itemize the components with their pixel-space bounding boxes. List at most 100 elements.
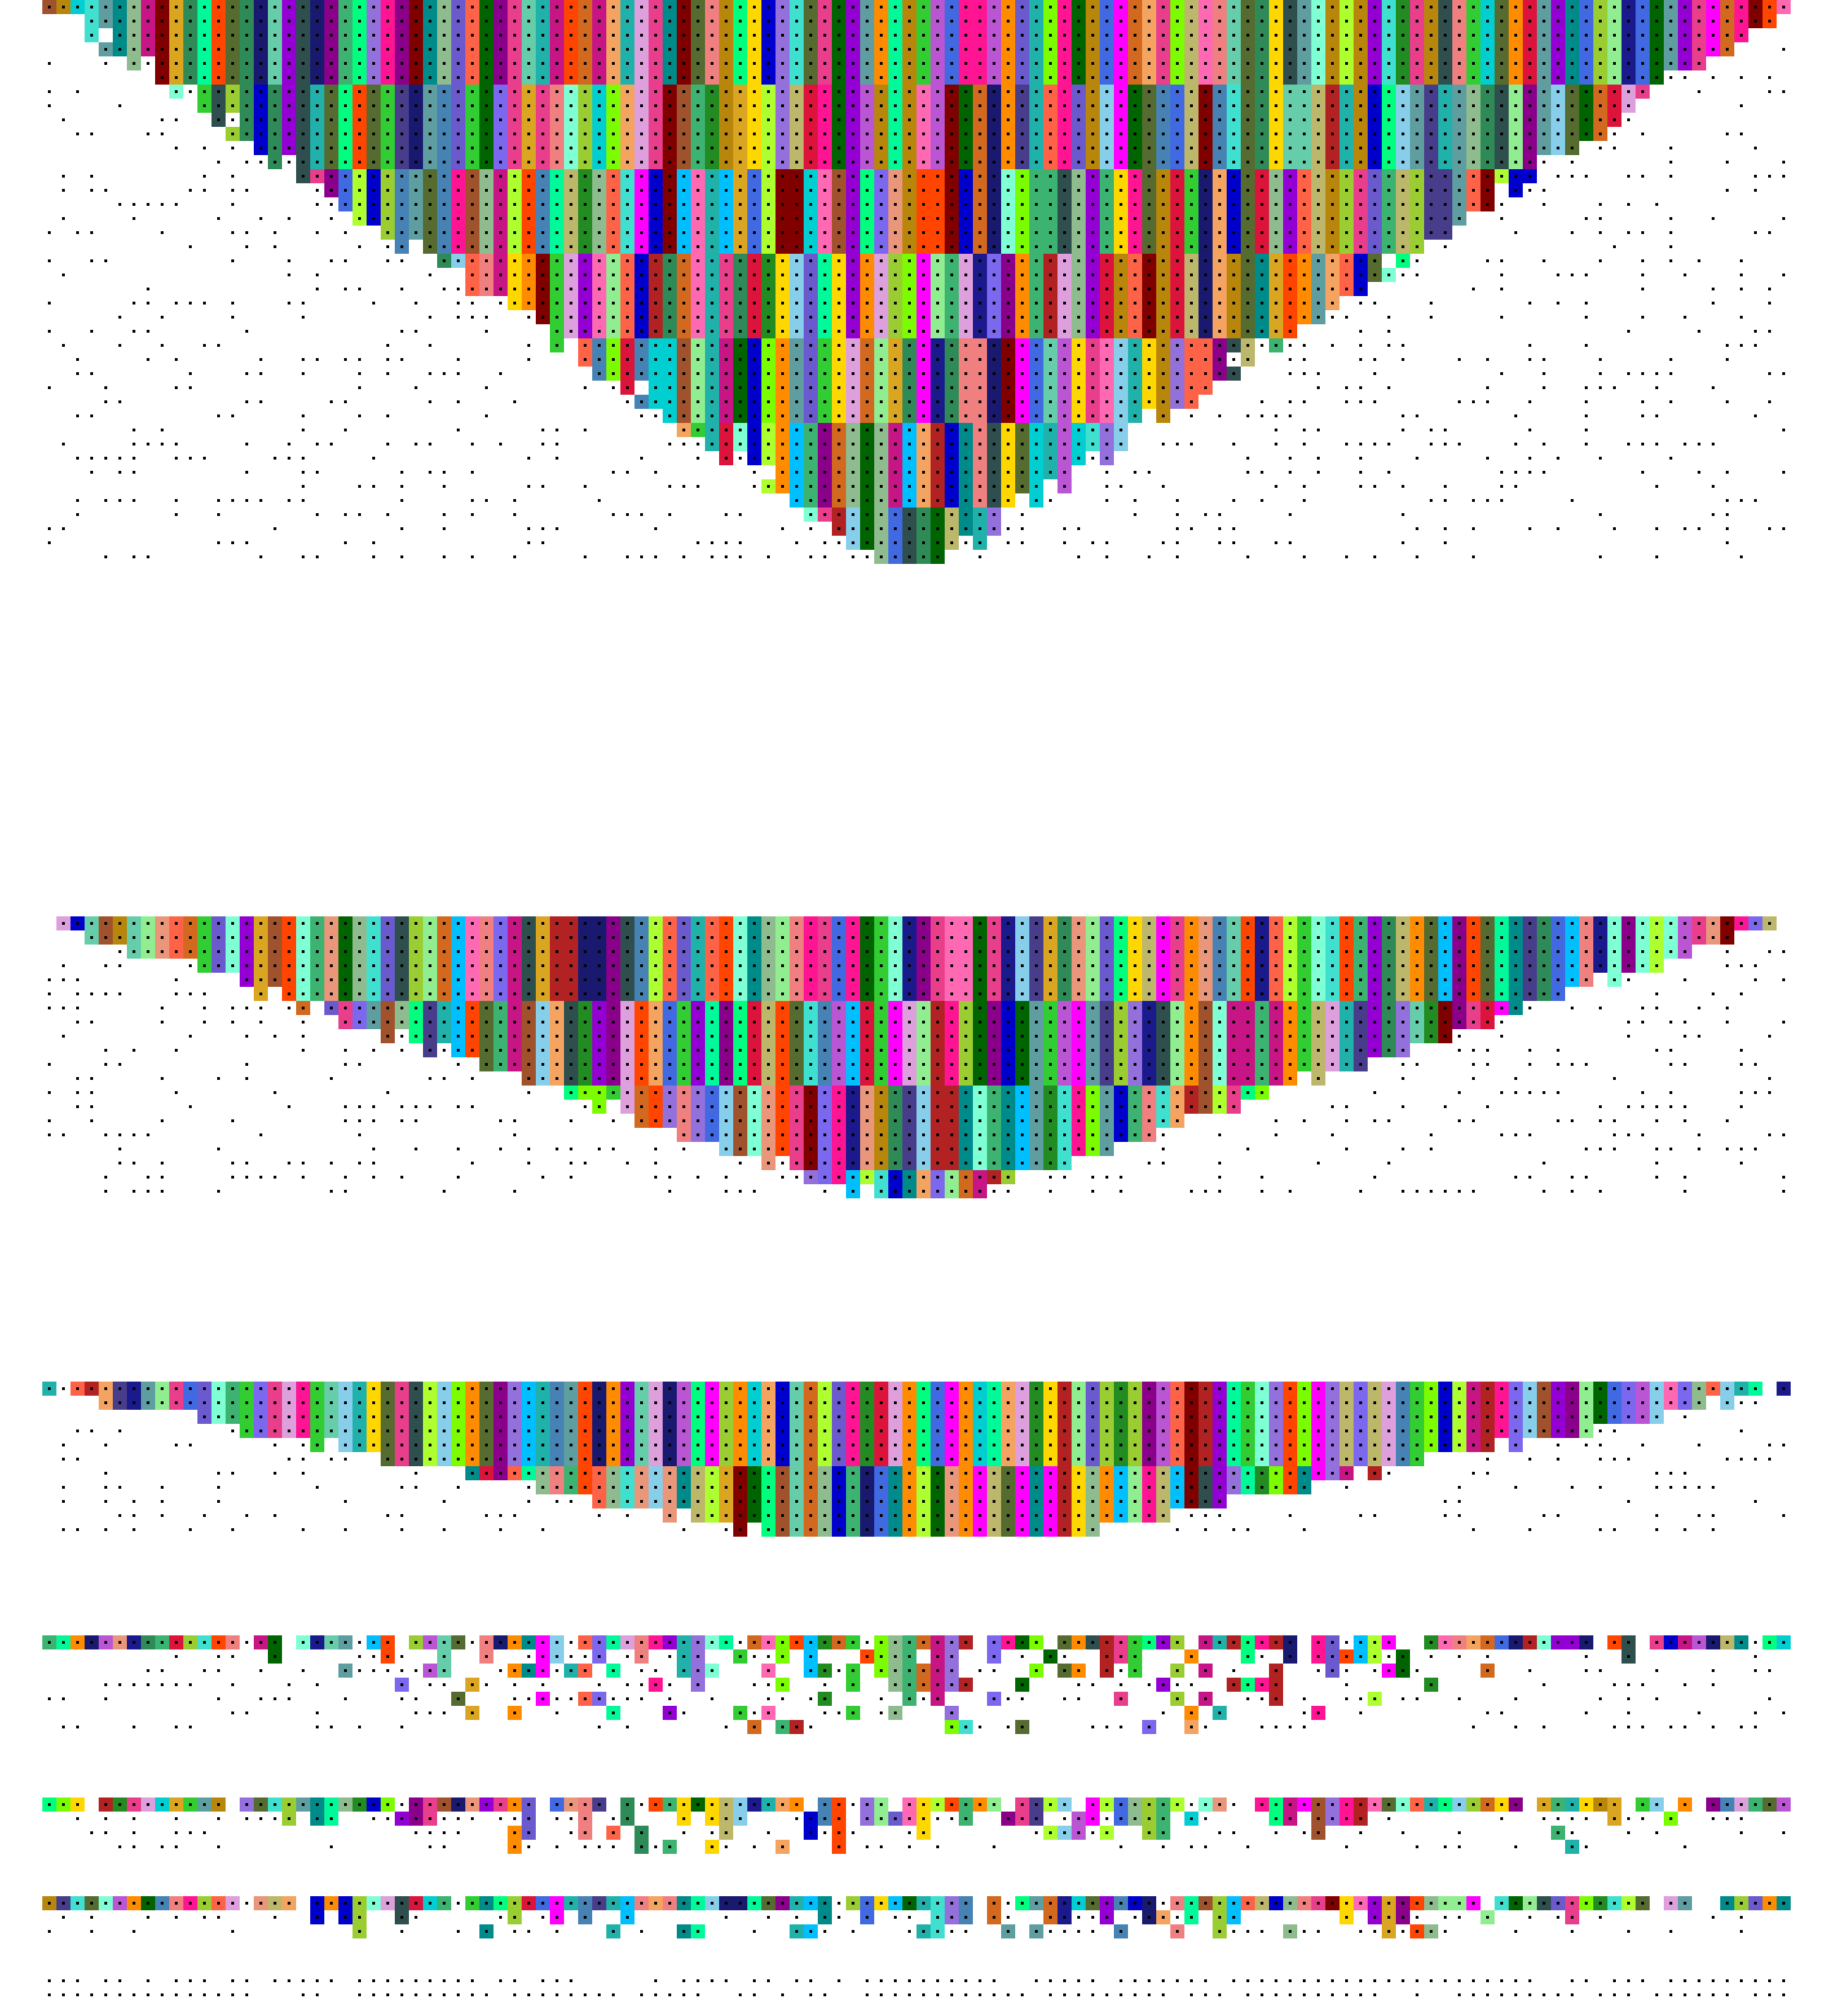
empty-dot — [1528, 189, 1531, 192]
cell-dot — [739, 273, 742, 276]
cell-dot — [1190, 6, 1193, 8]
cell-dot — [400, 147, 403, 149]
cell-dot — [471, 273, 474, 276]
cell-dot — [1627, 90, 1630, 93]
empty-dot — [1599, 231, 1602, 234]
cell-dot — [513, 90, 516, 93]
cell-dot — [908, 20, 911, 23]
cell-dot — [513, 245, 516, 248]
cell-dot — [767, 175, 770, 178]
cell-dot — [936, 48, 939, 51]
cell-dot — [739, 358, 742, 361]
cell-dot — [1387, 76, 1390, 79]
cell-dot — [330, 20, 333, 23]
cell-dot — [711, 302, 713, 305]
cell-dot — [697, 90, 699, 93]
cell-dot — [1007, 133, 1010, 135]
cell-dot — [880, 288, 883, 290]
empty-dot — [1740, 316, 1743, 319]
cell-dot — [1402, 231, 1404, 234]
cell-dot — [1289, 175, 1292, 178]
empty-dot — [1669, 231, 1672, 234]
cell-dot — [640, 259, 643, 262]
cell-dot — [682, 344, 685, 347]
cell-dot — [1232, 76, 1235, 79]
cell-dot — [598, 133, 601, 135]
cell-dot — [753, 175, 756, 178]
cell-dot — [1035, 175, 1038, 178]
cell-dot — [809, 34, 812, 37]
cell-dot — [838, 147, 840, 149]
cell-dot — [76, 6, 79, 8]
cell-dot — [1373, 147, 1376, 149]
cell-dot — [1627, 104, 1630, 107]
cell-dot — [866, 133, 869, 135]
cell-dot — [1232, 273, 1235, 276]
cell-dot — [316, 20, 319, 23]
cell-dot — [795, 259, 798, 262]
cell-dot — [245, 118, 248, 121]
cell-dot — [936, 104, 939, 107]
cell-dot — [964, 386, 967, 389]
cell-dot — [1289, 189, 1292, 192]
empty-dot — [62, 344, 65, 347]
empty-dot — [203, 344, 206, 347]
cell-dot — [1077, 34, 1080, 37]
cell-dot — [1359, 48, 1362, 51]
cell-dot — [527, 62, 530, 65]
cell-dot — [1599, 104, 1602, 107]
cell-dot — [1134, 133, 1136, 135]
cell-dot — [1472, 90, 1475, 93]
cell-dot — [1289, 147, 1292, 149]
cell-dot — [1585, 48, 1588, 51]
cell-dot — [1500, 147, 1503, 149]
cell-dot — [302, 62, 305, 65]
cell-dot — [1148, 118, 1151, 121]
cell-dot — [809, 189, 812, 192]
cell-dot — [1373, 245, 1376, 248]
cell-dot — [1458, 203, 1461, 206]
empty-dot — [400, 358, 403, 361]
cell-dot — [1261, 189, 1263, 192]
cell-dot — [682, 259, 685, 262]
empty-dot — [330, 400, 333, 403]
cell-dot — [626, 90, 629, 93]
empty-dot — [1331, 344, 1334, 347]
empty-dot — [1768, 302, 1771, 305]
cell-dot — [781, 133, 784, 135]
cell-dot — [894, 104, 897, 107]
cell-dot — [1176, 358, 1179, 361]
cell-dot — [231, 48, 234, 51]
cell-dot — [1232, 231, 1235, 234]
cell-dot — [1373, 76, 1376, 79]
cell-dot — [344, 104, 347, 107]
cell-dot — [1669, 34, 1672, 37]
cell-dot — [217, 34, 220, 37]
cell-dot — [894, 133, 897, 135]
cell-dot — [894, 259, 897, 262]
cell-dot — [1246, 217, 1249, 220]
cell-dot — [1035, 330, 1038, 333]
cell-dot — [866, 34, 869, 37]
cell-dot — [612, 6, 615, 8]
cell-dot — [823, 302, 826, 305]
cell-dot — [457, 161, 460, 164]
cell-dot — [288, 48, 290, 51]
cell-dot — [1162, 161, 1165, 164]
cell-dot — [1021, 104, 1024, 107]
empty-dot — [161, 203, 164, 206]
cell-dot — [1049, 231, 1052, 234]
cell-dot — [781, 217, 784, 220]
cell-dot — [767, 133, 770, 135]
cell-dot — [809, 76, 812, 79]
cell-dot — [1373, 48, 1376, 51]
cell-dot — [950, 344, 953, 347]
cell-dot — [1232, 330, 1235, 333]
cell-dot — [1063, 358, 1066, 361]
empty-dot — [175, 203, 178, 206]
cell-dot — [1148, 147, 1151, 149]
cell-dot — [950, 48, 953, 51]
cell-dot — [161, 48, 164, 51]
cell-dot — [626, 217, 629, 220]
cell-dot — [1359, 189, 1362, 192]
